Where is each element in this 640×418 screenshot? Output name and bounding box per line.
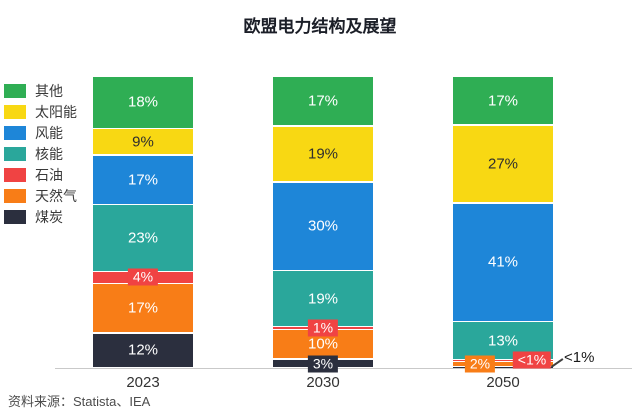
bar-segment-wind-2023 xyxy=(93,155,193,204)
legend-item-wind: 风能 xyxy=(4,126,77,140)
legend-item-nuclear: 核能 xyxy=(4,147,77,161)
legend-label-oil: 石油 xyxy=(35,167,63,183)
x-axis-line xyxy=(55,368,632,369)
segment-value-label: 19% xyxy=(307,145,339,163)
segment-value-label: 4% xyxy=(127,268,159,286)
outside-annotation: <1% xyxy=(564,349,595,366)
x-axis-label-2030: 2030 xyxy=(306,374,340,391)
coal-swatch-icon xyxy=(4,210,26,224)
bar-segment-coal-2023 xyxy=(93,333,193,368)
segment-value-label: 3% xyxy=(307,355,339,373)
legend-item-other: 其他 xyxy=(4,84,77,98)
legend-item-solar: 太阳能 xyxy=(4,105,77,119)
segment-value-label: 12% xyxy=(127,341,159,359)
segment-value-label: 1% xyxy=(307,319,339,337)
bar-segment-other-2030 xyxy=(273,76,373,126)
legend-item-oil: 石油 xyxy=(4,168,77,182)
source-note: 资料来源：Statista、IEA xyxy=(8,394,151,409)
chart-title: 欧盟电力结构及展望 xyxy=(243,17,397,36)
bar-segment-other-2050 xyxy=(453,76,553,125)
bar-segment-solar-2023 xyxy=(93,129,193,155)
wind-swatch-icon xyxy=(4,126,26,140)
segment-value-label: 13% xyxy=(487,332,519,350)
solar-swatch-icon xyxy=(4,105,26,119)
legend-label-nuclear: 核能 xyxy=(35,146,63,162)
oil-swatch-icon xyxy=(4,168,26,182)
bar-segment-gas-2023 xyxy=(93,284,193,333)
other-swatch-icon xyxy=(4,84,26,98)
nuclear-swatch-icon xyxy=(4,147,26,161)
bar-segment-oil-2050 xyxy=(453,360,553,362)
bar-segment-nuclear-2023 xyxy=(93,205,193,271)
legend: 其他太阳能风能核能石油天然气煤炭 xyxy=(4,84,77,224)
segment-value-label: 23% xyxy=(127,229,159,247)
x-axis-label-2050: 2050 xyxy=(486,374,520,391)
bar-segment-gas-2050 xyxy=(453,361,553,366)
bar-segment-wind-2050 xyxy=(453,203,553,321)
segment-value-label: 10% xyxy=(307,335,339,353)
bar-segment-other-2023 xyxy=(93,76,193,128)
bar-segment-coal-2050 xyxy=(453,367,553,369)
segment-value-label: 19% xyxy=(307,290,339,308)
bar-segment-wind-2030 xyxy=(273,182,373,270)
legend-label-other: 其他 xyxy=(35,83,63,99)
legend-label-wind: 风能 xyxy=(35,125,63,141)
segment-value-label: <1% xyxy=(512,351,552,369)
legend-label-coal: 煤炭 xyxy=(35,209,63,225)
segment-value-label: 18% xyxy=(127,93,159,111)
segment-value-label: 17% xyxy=(487,92,519,110)
segment-value-label: 27% xyxy=(487,155,519,173)
segment-value-label: 17% xyxy=(127,171,159,189)
bar-segment-nuclear-2030 xyxy=(273,271,373,326)
legend-label-solar: 太阳能 xyxy=(35,104,77,120)
gas-swatch-icon xyxy=(4,189,26,203)
segment-value-label: 9% xyxy=(132,133,154,151)
bar-segment-solar-2050 xyxy=(453,125,553,203)
segment-value-label: 17% xyxy=(307,92,339,110)
segment-value-label: 2% xyxy=(464,355,496,373)
segment-value-label: 30% xyxy=(307,217,339,235)
legend-item-gas: 天然气 xyxy=(4,189,77,203)
legend-label-gas: 天然气 xyxy=(35,188,77,204)
bar-segment-solar-2030 xyxy=(273,126,373,182)
segment-value-label: 17% xyxy=(127,299,159,317)
x-axis-label-2023: 2023 xyxy=(126,374,160,391)
segment-value-label: 41% xyxy=(487,253,519,271)
legend-item-coal: 煤炭 xyxy=(4,210,77,224)
